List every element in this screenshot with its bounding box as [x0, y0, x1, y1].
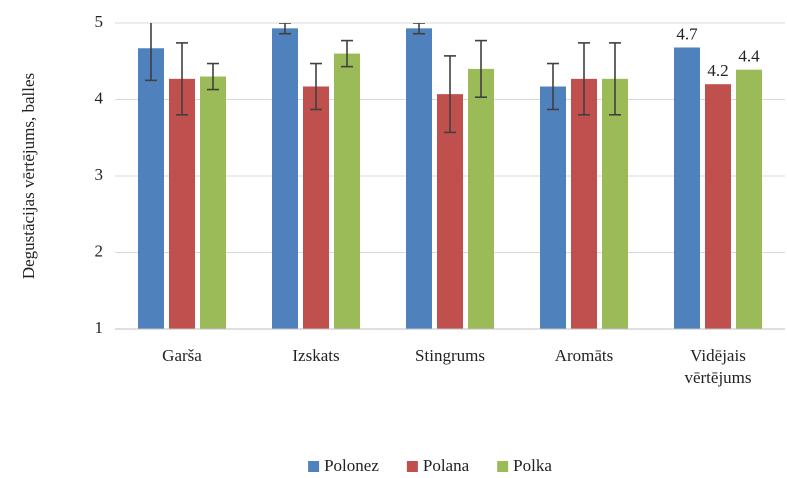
bar [437, 94, 463, 330]
y-tick-label: 5 [95, 12, 104, 31]
data-label: 4.2 [707, 61, 728, 80]
error-bar [609, 42, 621, 116]
legend-swatch [308, 461, 320, 472]
error-bar [145, 23, 157, 82]
legend-swatch [497, 461, 509, 472]
x-tick-label: Aromāts [555, 346, 614, 365]
y-tick-label: 4 [95, 88, 104, 107]
bar [602, 78, 628, 329]
legend-item: Polka [497, 456, 552, 475]
plot-area [138, 23, 762, 330]
bar [705, 84, 731, 329]
y-tick-label: 2 [95, 241, 104, 260]
legend-item: Polana [406, 456, 470, 475]
bar [200, 76, 226, 329]
bar [169, 78, 195, 329]
x-tick-label: Stingrums [415, 346, 485, 365]
error-bar [547, 62, 559, 111]
error-bar [444, 55, 456, 134]
bar [674, 47, 700, 329]
bar [468, 68, 494, 330]
error-bar [207, 62, 219, 91]
data-label: 4.7 [676, 24, 698, 43]
error-bar [578, 42, 590, 116]
y-tick-label: 3 [95, 165, 104, 184]
bar [540, 86, 566, 330]
bar [272, 28, 298, 329]
y-tick-label: 1 [95, 318, 104, 337]
data-label: 4.4 [738, 47, 760, 66]
bar [138, 48, 164, 330]
error-bar [310, 62, 322, 111]
error-bar [279, 23, 291, 35]
bar [334, 53, 360, 329]
bar [736, 69, 762, 329]
bar [571, 78, 597, 329]
error-bar [176, 42, 188, 116]
legend-label: Polonez [324, 456, 379, 475]
y-axis-title: Degustācijas vērtējums, balles [19, 73, 38, 279]
x-tick-label: Vidējais vērtējums [684, 346, 751, 387]
error-bar [341, 39, 353, 68]
legend-swatch [406, 461, 418, 472]
legend-label: Polka [513, 456, 552, 475]
legend-label: Polana [423, 456, 470, 475]
error-bar [413, 23, 425, 35]
legend-item: Polonez [308, 456, 379, 475]
error-bar [475, 39, 487, 99]
bar [303, 86, 329, 330]
x-tick-label: Garša [162, 346, 202, 365]
bar [406, 28, 432, 329]
x-tick-label: Izskats [292, 346, 339, 365]
